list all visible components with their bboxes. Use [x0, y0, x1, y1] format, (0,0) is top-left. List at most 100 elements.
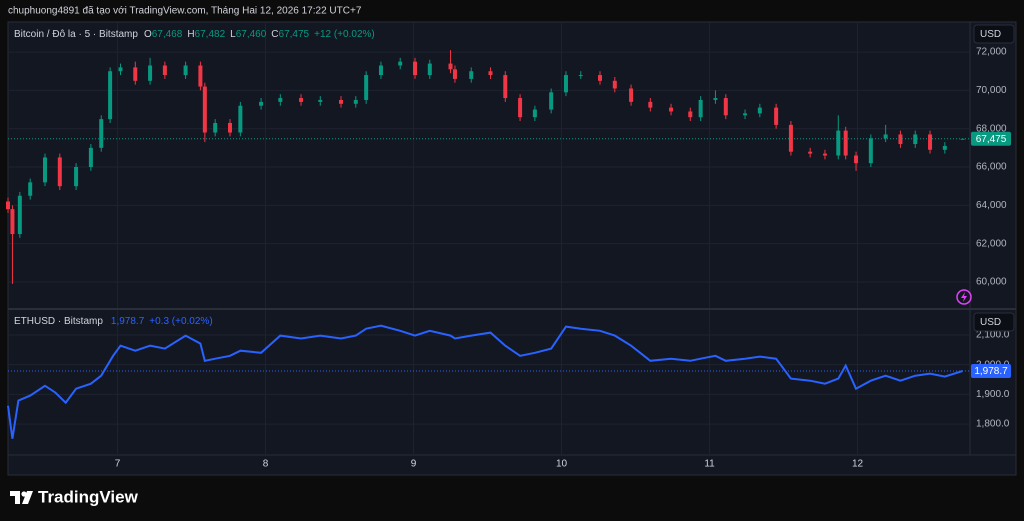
candle-body [822, 153, 827, 156]
candle-body [339, 99, 343, 104]
candle-body [913, 134, 918, 145]
y-tick-label: 1,900.0 [976, 389, 1010, 400]
ohlc-value: 67,475 [279, 29, 310, 40]
header-text: chuphuong4891 đã tạo với TradingView.com… [8, 6, 362, 17]
candle-body [808, 151, 813, 154]
candle-body [836, 130, 841, 156]
chart-title: Bitcoin / Đô la · 5 · Bitstamp [14, 29, 138, 40]
candle-body [843, 130, 848, 156]
candle-body [629, 88, 634, 102]
y-tick-label: 62,000 [976, 238, 1007, 249]
candle-body [503, 75, 508, 99]
logo-dot[interactable] [21, 491, 27, 497]
y-tick-label: 1,800.0 [976, 419, 1010, 430]
candle-body [108, 71, 113, 120]
candle-body [118, 67, 123, 72]
candle-body [774, 107, 779, 125]
candle-body [723, 98, 728, 116]
candle-body [133, 67, 138, 81]
candle-body [6, 201, 10, 210]
tradingview-logo[interactable]: TradingView [10, 487, 139, 506]
candle-body [452, 69, 457, 79]
x-tick-label: 9 [411, 459, 417, 470]
ohlc-value: 67,460 [236, 29, 267, 40]
candle-body [488, 71, 493, 76]
candle-body [698, 99, 703, 118]
candle-body [183, 65, 188, 76]
candle-body [43, 157, 47, 183]
price-line [7, 324, 963, 439]
x-tick-label: 10 [556, 459, 568, 470]
icon-ring[interactable] [956, 289, 972, 305]
y-tick-label: 70,000 [976, 85, 1007, 96]
candle-body [883, 134, 888, 139]
candle-body [364, 75, 369, 100]
candle-body [928, 134, 933, 150]
logo-mark[interactable] [10, 491, 33, 504]
candle-body [868, 138, 873, 164]
ohlc-value: 67,482 [195, 29, 226, 40]
candle-body [202, 86, 207, 133]
change-label: +12 (+0.02%) [314, 29, 375, 40]
x-tick-label: 12 [852, 459, 864, 470]
y-tick-label: 68,000 [976, 123, 1007, 134]
candle-body [669, 107, 674, 112]
candle-body [648, 101, 653, 108]
y-tick-label: 64,000 [976, 200, 1007, 211]
candle-body [549, 92, 554, 110]
candle-body [17, 195, 22, 235]
candle-body [238, 105, 243, 133]
price-badge [971, 364, 1011, 379]
candle-body [378, 65, 383, 76]
candle-body [259, 101, 264, 106]
chart-panel [7, 21, 1017, 476]
candle-body [28, 182, 33, 196]
candle-body [757, 107, 762, 114]
line-legend: ETHUSD · Bitstamp 1,978.7 +0.3 (+0.02%) [14, 316, 213, 327]
logo-text[interactable]: TradingView [38, 487, 139, 506]
candle-body [299, 98, 304, 102]
ohlc-key: H [187, 29, 194, 40]
ohlc-key: O [144, 29, 152, 40]
candle-body [854, 155, 859, 164]
candle-body [148, 65, 153, 81]
price-badge-label: 67,475 [976, 134, 1007, 145]
currency-button[interactable] [973, 24, 1015, 44]
ohlc-key: C [271, 29, 278, 40]
change-label: +0.3 (+0.02%) [149, 316, 212, 327]
candle-body [612, 80, 617, 89]
lightning-icon[interactable] [956, 289, 972, 305]
candle-body [88, 147, 93, 168]
candle-body [578, 75, 583, 77]
ohlc-legend: Bitcoin / Đô la · 5 · Bitstamp O67,468 H67… [14, 29, 375, 40]
price-badge-label: 1,978.7 [974, 366, 1008, 377]
currency-button[interactable] [973, 312, 1015, 332]
y-tick-label: 60,000 [976, 277, 1007, 288]
x-tick-label: 7 [115, 459, 121, 470]
candle-body [898, 134, 903, 145]
candle-body [942, 145, 947, 150]
ohlc-value: 67,468 [152, 29, 183, 40]
candle-body [532, 109, 537, 118]
candle-body [743, 113, 748, 116]
candle-body [198, 65, 203, 87]
candle-body [518, 98, 523, 118]
price-badge [971, 131, 1011, 146]
candle-body [448, 63, 453, 70]
candle-body [162, 65, 167, 76]
x-tick-label: 8 [263, 459, 269, 470]
y-tick-label: 72,000 [976, 47, 1007, 58]
currency-label: USD [980, 317, 1001, 328]
candle-body [318, 99, 323, 102]
y-tick-label: 2,100.0 [976, 330, 1010, 341]
currency-label: USD [980, 29, 1001, 40]
candle-body [563, 75, 568, 93]
candle-body [57, 157, 62, 187]
candle-body [74, 167, 79, 187]
candle-body [413, 61, 417, 76]
candle-body [228, 122, 232, 133]
candle-body [213, 122, 218, 133]
icon-bolt[interactable] [961, 292, 967, 302]
candle-body [398, 61, 403, 66]
